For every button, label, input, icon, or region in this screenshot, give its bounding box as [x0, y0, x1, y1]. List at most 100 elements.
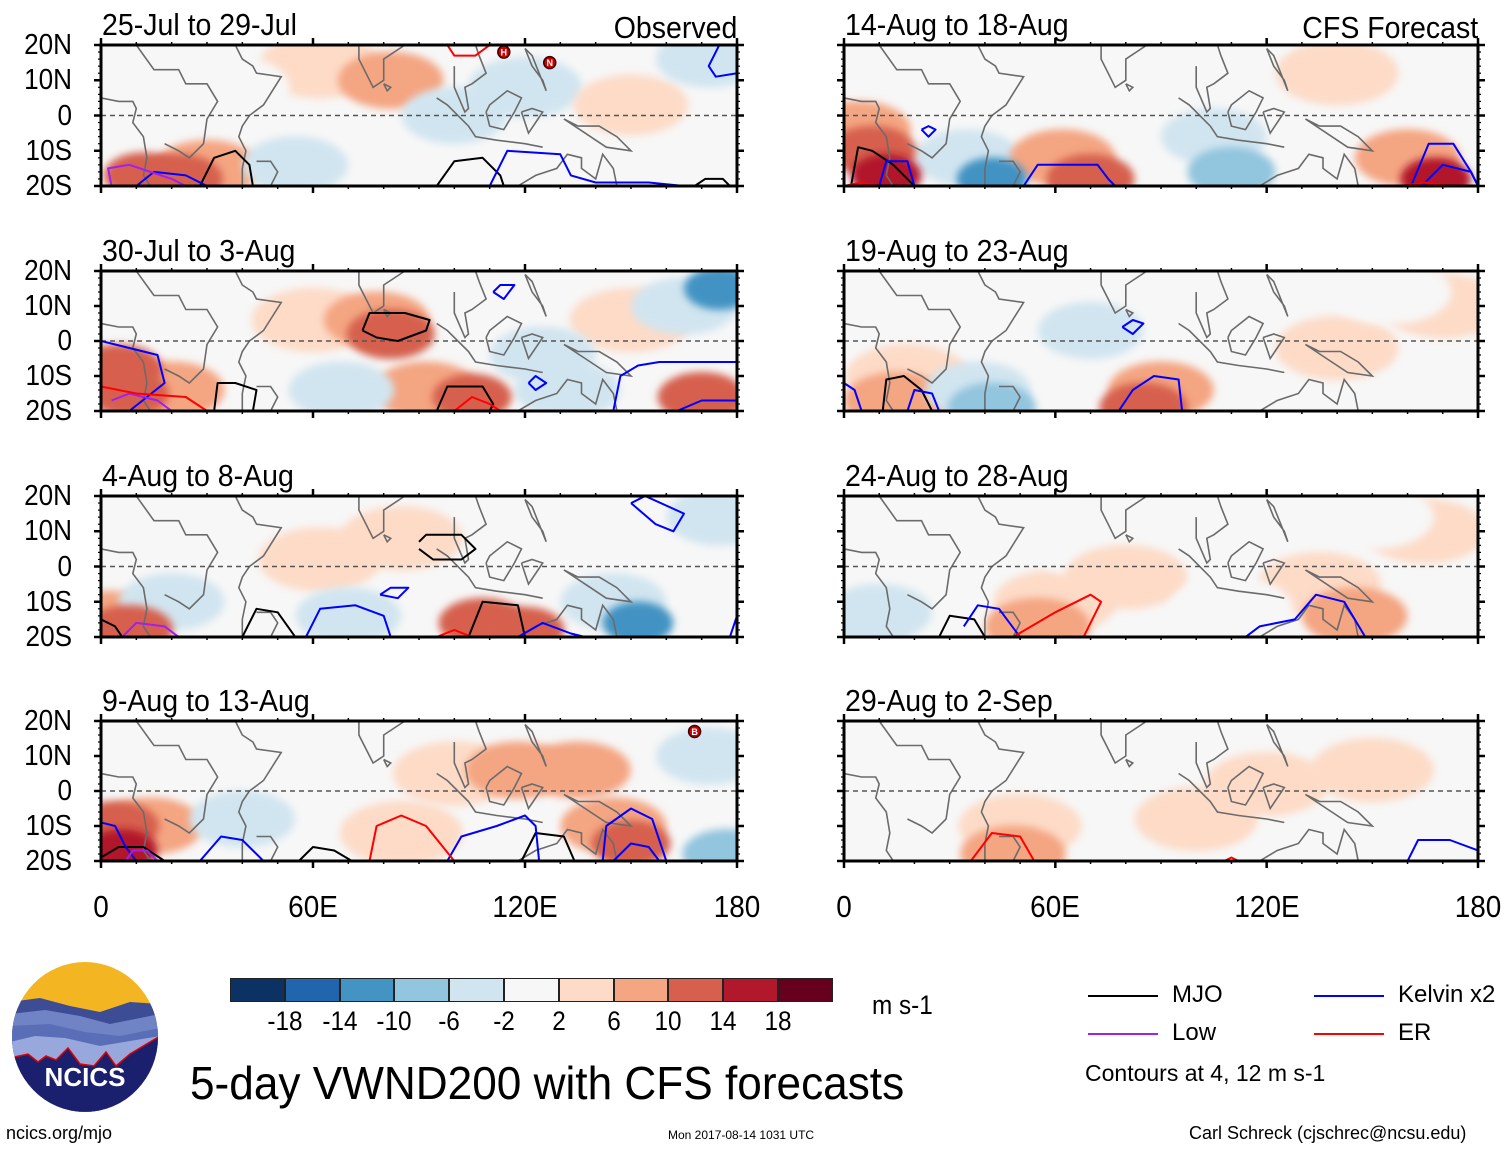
contour-kelvin-x2 — [1022, 163, 1116, 186]
anomaly-region — [1037, 301, 1144, 360]
coastline — [101, 548, 152, 637]
footer-url[interactable]: ncics.org/mjo — [6, 1123, 113, 1143]
y-tick-label: 10S — [25, 810, 72, 842]
coastline — [524, 723, 547, 767]
coastline — [520, 107, 544, 135]
contour-kelvin-x2 — [676, 399, 737, 411]
anomaly-region — [1301, 587, 1408, 637]
contour-mjo — [850, 146, 916, 186]
anomaly-region — [346, 309, 435, 359]
x-tick-label: 60E — [1030, 889, 1081, 924]
legend-swatch — [1314, 1033, 1384, 1035]
colorbar-swatch — [613, 978, 669, 1002]
colorbar-swatch — [504, 978, 559, 1002]
map-panel — [837, 714, 1485, 868]
coastline — [436, 772, 543, 824]
coastline — [1304, 118, 1375, 152]
anomaly-region — [166, 55, 290, 120]
colorbar-tick-label: -18 — [267, 1006, 303, 1036]
coastline — [1262, 333, 1286, 361]
panel-title: 24-Aug to 28-Aug — [845, 458, 1069, 493]
coastline — [1125, 758, 1135, 768]
legend-swatch — [1088, 995, 1158, 997]
coastline — [1100, 721, 1148, 765]
coastline — [520, 333, 544, 361]
coastline — [485, 89, 523, 131]
anomaly-region — [101, 604, 174, 637]
y-tick-label: 20S — [25, 621, 72, 653]
coastline — [1262, 783, 1286, 811]
anomaly-region — [666, 496, 737, 546]
anomaly-region — [101, 370, 169, 411]
coastline — [563, 118, 634, 152]
contour-kelvin-x2 — [492, 284, 516, 300]
contour-kelvin-x2 — [612, 842, 661, 861]
y-tick-label: 20N — [24, 255, 72, 287]
contour-mjo — [361, 312, 431, 342]
coastline — [453, 721, 488, 789]
contour-kelvin-x2 — [1244, 593, 1367, 637]
contour-kelvin-x2 — [305, 604, 392, 637]
coastline — [358, 496, 406, 540]
svg-text:N: N — [546, 58, 553, 68]
coastline — [234, 271, 283, 411]
colorbar-tick-label: -14 — [322, 1006, 358, 1036]
contour-kelvin-x2 — [1117, 375, 1184, 411]
coastline — [436, 322, 543, 374]
contour-kelvin-x2 — [906, 389, 941, 411]
legend-label: MJO — [1172, 981, 1223, 1008]
anomaly-region — [956, 157, 1028, 186]
colorbar-tick-label: 6 — [606, 1006, 621, 1036]
anomaly-region — [573, 74, 689, 136]
panel-title: 9-Aug to 13-Aug — [102, 683, 310, 718]
colorbar-tick-label: 18 — [764, 1006, 792, 1036]
y-tick-label: 0 — [57, 550, 72, 583]
contour-kelvin-x2 — [488, 149, 685, 186]
footer-timestamp: Mon 2017-08-14 1031 UTC — [668, 1128, 815, 1142]
coastline — [520, 783, 544, 811]
coastline — [135, 45, 219, 159]
coastline — [1262, 558, 1286, 586]
coastline — [1195, 45, 1229, 114]
coastline — [436, 548, 543, 599]
y-tick-label: 20S — [25, 395, 72, 427]
tropical-cyclone-icon: N — [542, 55, 557, 70]
coastline — [1245, 827, 1359, 861]
svg-text:H: H — [501, 48, 508, 58]
contour-er — [446, 45, 491, 57]
y-tick-label: 10N — [24, 740, 72, 772]
contour-kelvin-x2 — [446, 814, 541, 861]
contour-mjo — [101, 618, 124, 637]
y-tick-label: 10N — [24, 515, 72, 548]
coastline — [1178, 548, 1285, 599]
x-tick-label: 0 — [93, 889, 109, 924]
contour-note: Contours at 4, 12 m s-1 — [1085, 1060, 1326, 1086]
anomaly-region — [682, 829, 737, 861]
contour-mjo — [435, 156, 505, 186]
panel-title: 25-Jul to 29-Jul — [102, 7, 297, 42]
contour-kelvin-x2 — [707, 45, 737, 78]
coastline — [1304, 343, 1375, 378]
y-tick-label: 10S — [25, 134, 72, 167]
colorbar-tick-label: 10 — [654, 1006, 682, 1036]
coastline — [503, 377, 618, 411]
coastline — [453, 45, 488, 114]
panel-source-tag: Observed — [613, 10, 737, 45]
colorbar-tick-label: 2 — [552, 1006, 566, 1036]
coastline — [1125, 534, 1135, 544]
coastline — [503, 152, 618, 186]
coastline — [844, 97, 894, 186]
anomaly-region — [288, 361, 395, 411]
coastline — [844, 548, 894, 637]
contour-kelvin-x2 — [135, 170, 208, 186]
coastline — [999, 385, 1022, 411]
anomaly-region — [145, 730, 269, 796]
coastline — [1227, 765, 1265, 806]
map-panel: HN — [94, 38, 744, 193]
coastline — [878, 721, 962, 835]
anomaly-region — [295, 587, 402, 637]
x-tick-label: 120E — [492, 889, 558, 924]
coastline — [1265, 498, 1289, 543]
contour-er — [970, 832, 1036, 861]
x-tick-label: 120E — [1234, 889, 1300, 924]
